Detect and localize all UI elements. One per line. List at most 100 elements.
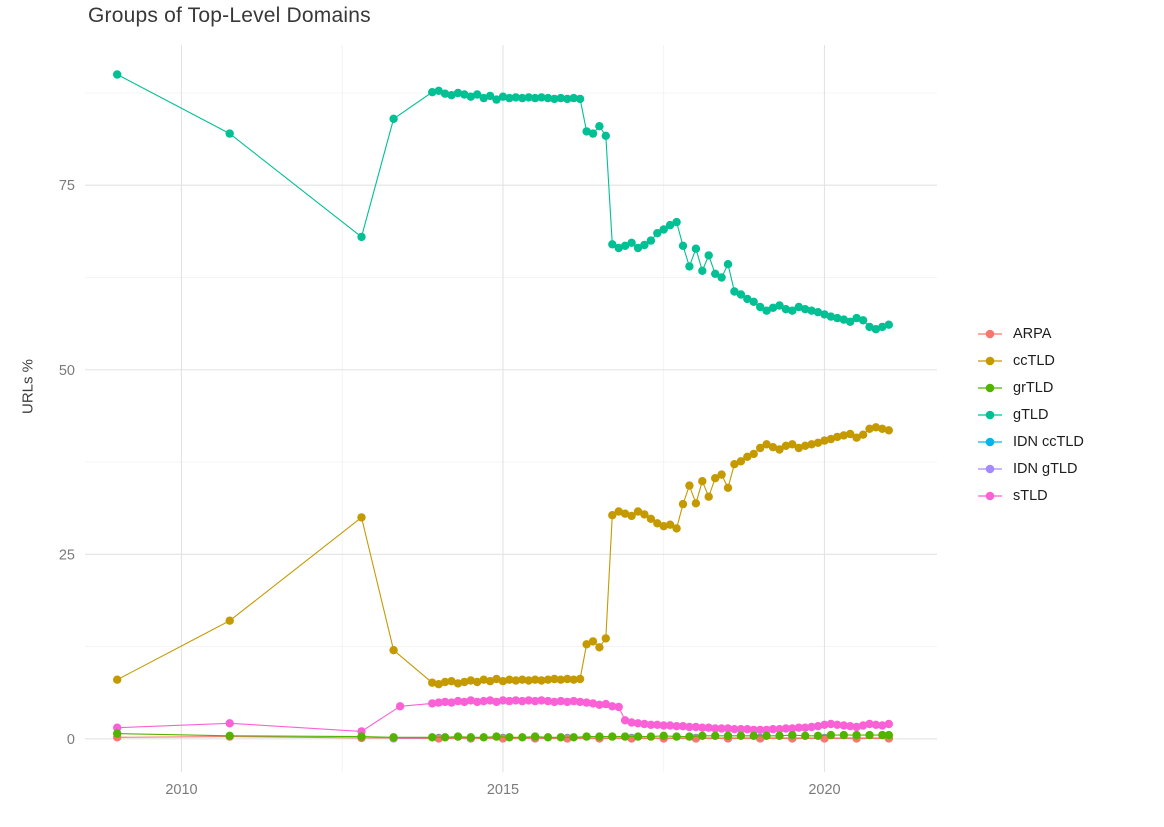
data-point-cctld [781,441,791,450]
data-point-gtld [563,94,572,104]
legend-key-icon [978,410,1002,419]
legend-item-grtld: grTLD [976,374,1084,401]
data-point-grtld [884,730,893,740]
data-point-stld [225,719,234,728]
data-point-grtld [698,731,707,740]
data-point-stld [646,720,656,729]
data-point-cctld [505,675,514,684]
data-point-stld [826,719,836,729]
data-point-stld [434,698,443,707]
data-point-cctld [723,483,733,492]
data-point-cctld [685,481,694,490]
data-point-stld [794,723,803,732]
data-point-cctld [807,440,816,449]
data-point-stld [749,725,758,735]
data-point-gtld [620,241,630,250]
data-point-cctld [440,677,450,687]
data-point-gtld [833,313,842,323]
data-point-gtld [775,301,784,310]
data-point-cctld [698,477,707,486]
data-point-stld [691,722,701,732]
data-point-stld [485,696,495,705]
data-point-cctld [711,474,720,483]
data-point-cctld [762,440,771,449]
data-point-stld [601,699,610,709]
data-point-gtld [608,240,617,249]
data-point-stld [633,719,643,728]
data-point-grtld [865,730,874,740]
legend-item-gtld: gTLD [976,401,1084,428]
data-point-cctld [678,499,688,509]
data-point-stld [575,697,585,707]
data-point-cctld [466,676,475,685]
data-point-stld [113,723,122,732]
data-point-gtld [717,273,726,282]
data-point-cctld [485,677,495,686]
data-point-gtld [524,93,533,102]
data-point-stld [685,722,694,732]
data-point-gtld [357,232,366,242]
data-point-stld [395,702,405,711]
data-point-grtld [543,733,553,742]
legend-label: gTLD [1013,406,1049,423]
legend-key-icon [978,464,1002,473]
data-point-stld [865,719,874,729]
data-point-gtld [659,225,668,234]
y-tick-label: 75 [59,178,75,194]
legend-label: sTLD [1013,487,1048,504]
data-point-cctld [665,520,675,529]
data-point-cctld [672,524,681,533]
data-point-cctld [653,519,662,528]
series-grtld [113,729,893,742]
data-point-gtld [665,220,675,230]
data-point-cctld [614,507,623,516]
data-point-gtld [595,122,604,131]
data-point-gtld [730,287,739,296]
data-point-cctld [858,430,868,439]
data-point-cctld [768,443,778,452]
legend-key-icon [978,329,1002,338]
data-point-gtld [878,322,887,332]
data-point-gtld [846,317,855,326]
data-point-grtld [659,731,668,740]
legend-item-idn-cctld: IDN ccTLD [976,428,1084,455]
data-point-cctld [717,470,726,479]
data-point-grtld [813,731,823,740]
y-tick-label: 25 [59,547,75,563]
data-point-cctld [730,460,739,469]
data-point-gtld [691,244,701,253]
data-point-cctld [113,675,122,684]
legend-key-dot [985,329,995,338]
data-point-gtld [839,315,848,324]
data-point-cctld [704,492,713,501]
data-point-gtld [826,312,836,321]
data-point-cctld [575,674,585,684]
data-point-stld [524,696,533,705]
data-point-stld [756,725,765,735]
y-tick-label: 0 [67,732,75,748]
data-point-gtld [498,92,508,101]
data-point-gtld [428,88,437,97]
data-point-gtld [113,70,122,79]
data-point-stld [614,702,623,712]
data-point-gtld [537,93,546,102]
data-point-grtld [453,732,463,741]
data-point-gtld [781,305,791,314]
data-point-stld [871,720,881,729]
legend-key-icon [978,437,1002,446]
legend-item-idn-gtld: IDN gTLD [976,455,1084,482]
data-point-grtld [518,733,527,742]
data-point-grtld [672,732,681,741]
data-point-grtld [569,733,578,742]
data-point-gtld [762,306,771,315]
data-point-grtld [762,731,771,740]
data-point-stld [550,697,559,707]
data-point-cctld [389,646,398,655]
data-point-stld [608,702,617,711]
data-point-gtld [653,229,662,238]
data-point-gtld [434,86,443,96]
data-point-cctld [743,452,752,461]
data-point-cctld [569,675,578,684]
data-point-stld [743,725,752,734]
